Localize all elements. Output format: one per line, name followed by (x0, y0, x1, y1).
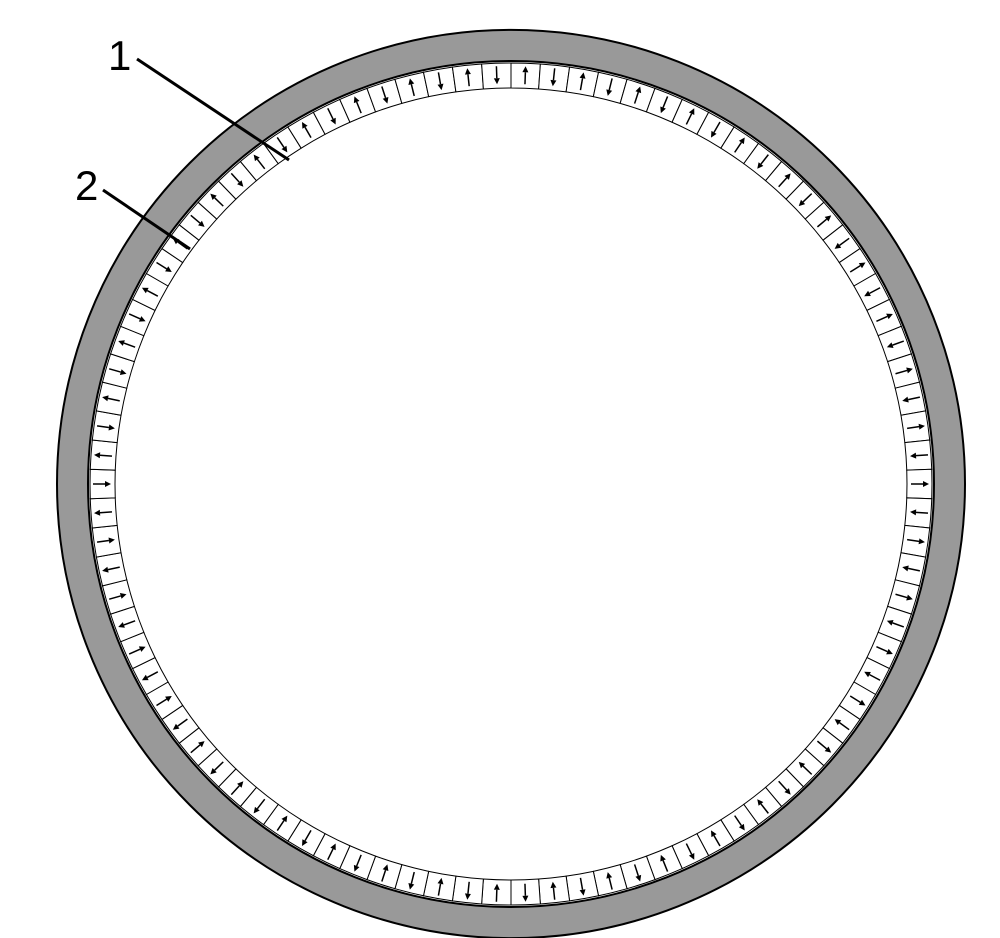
outer-ring (57, 30, 965, 938)
arrow-shaft (100, 512, 112, 513)
ring-diagram (0, 0, 1000, 938)
arrow-shaft (100, 455, 112, 456)
arrow-shaft (916, 512, 928, 513)
arrow-shaft (916, 455, 928, 456)
segment-ring (90, 63, 932, 905)
